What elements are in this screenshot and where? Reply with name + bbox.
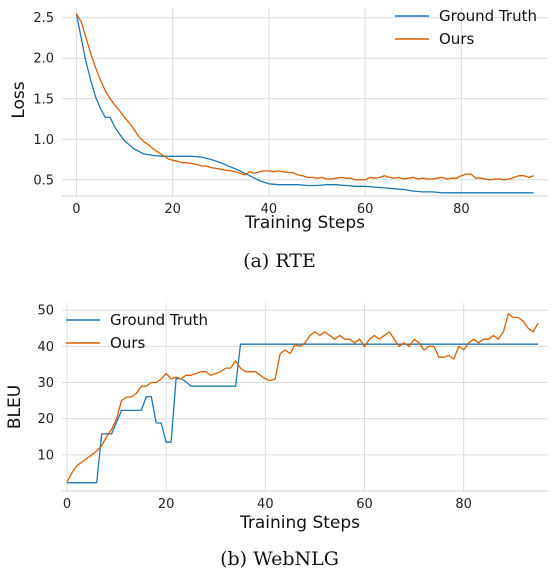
x-tick-label: 40 [261,202,278,217]
bleu-chart: 0 20 40 60 80 10 20 30 40 50 Training Steps BLEU Gro… [5,303,548,533]
x-tick-label: 60 [357,202,374,217]
chart-caption-webnlg: (b) WebNLG [220,548,339,570]
y-axis-label: BLEU [5,385,25,429]
x-tick-label: 0 [63,497,71,512]
x-tick-label: 0 [72,202,80,217]
y-tick-label: 1.0 [33,133,54,148]
loss-chart: 0 20 40 60 80 0.5 1.0 1.5 2.0 2.5 Training Steps Lo… [9,7,548,233]
series-line-ours [66,313,539,483]
legend-label: Ground Truth [439,7,537,25]
y-tick-label: 20 [37,412,54,427]
x-tick-label: 60 [356,497,373,512]
x-tick-label: 80 [453,202,470,217]
y-tick-label: 30 [37,376,54,391]
series-line-ours [75,13,534,181]
y-axis-label: Loss [9,81,29,118]
chart-panel-rte: 0 20 40 60 80 0.5 1.0 1.5 2.0 2.5 Training Steps Lo… [0,0,559,240]
y-tick-label: 0.5 [33,173,54,188]
legend-label: Ground Truth [110,311,208,329]
chart-panel-webnlg: 0 20 40 60 80 10 20 30 40 50 Training Steps BLEU Gro… [0,295,559,535]
y-tick-label: 50 [37,304,54,319]
legend-label: Ours [439,30,474,48]
y-tick-label: 10 [37,448,54,463]
y-tick-label: 2.5 [33,11,54,26]
chart-caption-rte: (a) RTE [243,250,316,272]
x-axis-label: Training Steps [244,213,365,233]
x-tick-label: 20 [158,497,175,512]
y-tick-label: 40 [37,340,54,355]
y-tick-label: 2.0 [33,52,54,67]
x-tick-label: 40 [257,497,274,512]
x-tick-label: 20 [164,202,181,217]
y-tick-label: 1.5 [33,92,54,107]
series-line-ground-truth [75,13,534,194]
legend-label: Ours [110,334,145,352]
series-line-ground-truth [67,343,539,484]
x-tick-label: 80 [455,497,472,512]
x-axis-label: Training Steps [239,513,360,533]
